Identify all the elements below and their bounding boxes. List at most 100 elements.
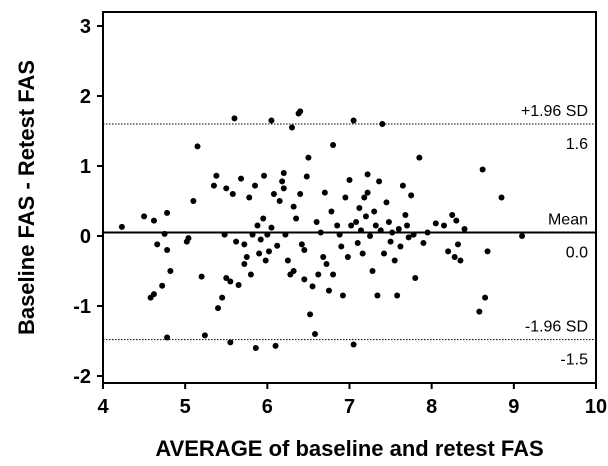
data-point xyxy=(167,268,174,274)
data-point xyxy=(301,276,308,283)
data-point xyxy=(346,177,353,183)
data-point xyxy=(432,220,439,227)
data-point xyxy=(270,191,277,197)
y-tick-label: -1 xyxy=(73,296,91,318)
data-point xyxy=(150,217,157,224)
data-point xyxy=(424,229,431,236)
data-point xyxy=(451,254,458,260)
data-point xyxy=(397,243,404,250)
data-point xyxy=(315,271,322,278)
data-point xyxy=(445,248,452,255)
data-point xyxy=(284,257,291,264)
data-point xyxy=(290,268,297,274)
data-point xyxy=(297,108,304,115)
data-point xyxy=(265,248,272,255)
data-point xyxy=(241,241,248,248)
data-point xyxy=(247,271,254,278)
data-point xyxy=(311,331,318,337)
data-point xyxy=(150,291,157,298)
reference-line-value: 1.6 xyxy=(566,136,588,153)
data-point xyxy=(159,282,166,289)
data-point xyxy=(330,271,337,278)
data-point xyxy=(334,222,341,229)
data-point xyxy=(498,194,505,201)
data-point xyxy=(353,219,360,225)
data-point xyxy=(364,189,371,196)
reference-line-value: 0.0 xyxy=(566,245,588,262)
data-point xyxy=(141,213,148,220)
data-point xyxy=(385,219,392,225)
data-point xyxy=(268,224,275,231)
data-point xyxy=(229,191,236,197)
data-point xyxy=(325,287,332,294)
data-point xyxy=(389,229,396,236)
plot-area-frame xyxy=(102,11,597,384)
data-point xyxy=(164,247,171,253)
data-point xyxy=(280,170,287,176)
reference-line-name: Mean xyxy=(548,212,588,229)
data-point xyxy=(164,209,171,216)
data-point xyxy=(301,247,308,253)
data-point xyxy=(260,215,267,222)
data-point xyxy=(440,222,447,229)
data-point xyxy=(457,257,464,264)
data-point xyxy=(405,234,412,241)
data-point xyxy=(221,231,228,238)
data-point xyxy=(416,154,423,161)
data-point xyxy=(293,215,300,222)
data-point xyxy=(215,305,222,312)
data-point xyxy=(210,182,217,189)
data-point xyxy=(254,222,261,229)
x-tick-label: 10 xyxy=(585,396,607,418)
data-point xyxy=(238,175,245,182)
data-point xyxy=(249,231,256,238)
data-point xyxy=(252,182,259,189)
y-tick-label: 1 xyxy=(80,156,91,178)
data-point xyxy=(359,250,366,257)
data-point xyxy=(227,339,234,346)
data-point xyxy=(321,189,328,196)
data-point xyxy=(354,240,361,246)
data-point xyxy=(402,212,409,218)
data-point xyxy=(257,236,264,243)
data-point xyxy=(309,283,316,290)
data-point xyxy=(261,172,268,179)
data-point xyxy=(290,203,297,210)
data-point xyxy=(235,282,242,288)
data-point xyxy=(369,268,376,274)
data-point xyxy=(479,166,486,173)
data-point xyxy=(298,241,305,248)
data-point xyxy=(164,334,171,341)
data-point xyxy=(227,278,234,285)
data-point xyxy=(231,115,238,122)
data-point xyxy=(320,254,327,260)
data-point xyxy=(371,208,378,215)
data-point xyxy=(344,254,351,260)
x-axis-title: AVERAGE of baseline and retest FAS xyxy=(155,436,543,461)
data-point xyxy=(268,117,275,124)
data-point xyxy=(323,261,330,267)
reference-line-value: -1.5 xyxy=(560,352,588,369)
data-point xyxy=(372,222,379,229)
data-point xyxy=(313,219,320,225)
reference-line-name: -1.96 SD xyxy=(525,319,588,336)
data-point xyxy=(241,261,248,267)
data-point xyxy=(279,178,286,185)
data-point xyxy=(454,241,461,248)
data-point xyxy=(374,292,381,299)
data-point xyxy=(381,250,388,257)
data-point xyxy=(453,217,460,224)
data-point xyxy=(410,231,417,238)
y-tick-label: -2 xyxy=(73,366,91,388)
data-point xyxy=(350,341,357,348)
data-point xyxy=(194,143,201,150)
data-point xyxy=(276,198,283,204)
data-point xyxy=(330,142,337,148)
data-point xyxy=(484,248,491,255)
x-tick-label: 5 xyxy=(180,396,191,418)
data-point xyxy=(118,223,125,230)
data-point xyxy=(328,208,335,215)
data-point xyxy=(348,222,355,229)
data-point xyxy=(201,332,208,339)
